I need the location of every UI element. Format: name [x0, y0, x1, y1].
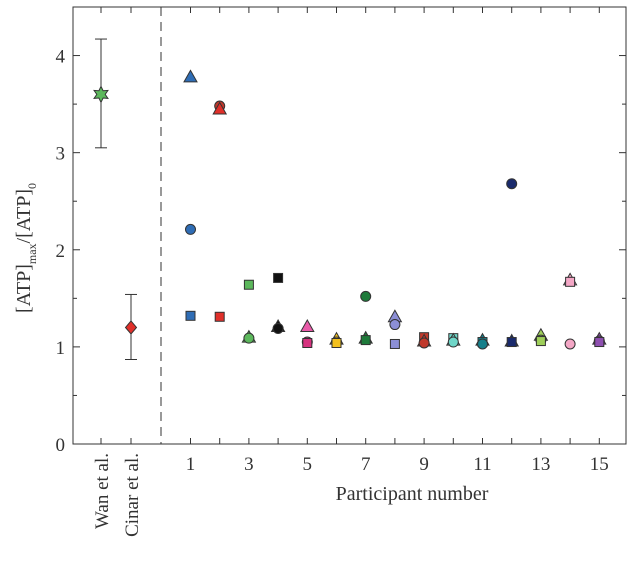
data-point-triangle — [183, 69, 198, 83]
x-tick-label: 7 — [361, 454, 371, 475]
data-point-square — [185, 310, 196, 321]
y-axis-title-separator: / — [13, 237, 35, 243]
data-point-square — [535, 336, 546, 347]
x-tick-label: 5 — [303, 454, 313, 475]
data-point-square — [302, 338, 313, 349]
data-point-square — [331, 338, 342, 349]
axis-ticks — [73, 7, 626, 445]
x-axis-title: Participant number — [336, 483, 489, 505]
data-point-square — [360, 335, 371, 346]
y-axis-title-main: [ATP] — [13, 264, 35, 313]
data-point-circle — [243, 332, 255, 344]
x-tick-label: 9 — [419, 454, 429, 475]
data-point-circle — [418, 337, 430, 349]
y-tick-label: 1 — [56, 338, 66, 359]
y-axis-title-sub-zero: 0 — [25, 183, 39, 189]
data-point-triangle — [212, 101, 228, 115]
data-point-triangle — [299, 318, 315, 332]
y-tick-label: 4 — [56, 47, 66, 68]
data-point-circle — [506, 178, 518, 190]
data-point-circle — [185, 223, 196, 235]
plot-border — [72, 6, 627, 445]
x-tick-label: 3 — [244, 454, 254, 475]
data-point-circle — [272, 322, 284, 334]
y-tick-label: 3 — [56, 144, 66, 165]
reference-point-diamond — [124, 320, 138, 335]
y-axis-title: [ATP]max/[ATP]0 — [13, 183, 39, 313]
x-tick-label: 13 — [531, 454, 550, 475]
y-tick-label: 0 — [56, 435, 66, 456]
y-axis-title-main-2: [ATP] — [13, 189, 35, 238]
data-point-square — [389, 338, 400, 349]
data-point-square — [243, 279, 254, 290]
data-point-circle — [447, 336, 459, 348]
data-point-circle — [477, 338, 488, 350]
data-point-square — [214, 311, 225, 322]
reference-label: Wan et al. — [92, 453, 113, 529]
data-point-circle — [389, 319, 401, 331]
y-tick-label: 2 — [56, 241, 66, 262]
x-tick-label: 1 — [186, 454, 196, 475]
data-point-circle — [360, 290, 372, 302]
reference-point-star — [93, 85, 109, 104]
reference-label: Cinar et al. — [122, 453, 143, 537]
y-axis-title-sub-max: max — [25, 243, 39, 264]
data-point-square — [594, 337, 605, 348]
data-points — [93, 69, 607, 350]
data-point-circle — [564, 338, 576, 350]
data-point-square — [506, 337, 517, 348]
data-point-square — [565, 276, 576, 287]
x-tick-label: 11 — [473, 454, 491, 475]
x-tick-label: 15 — [590, 454, 609, 475]
plot-frame — [72, 6, 627, 445]
data-point-square — [273, 272, 284, 283]
